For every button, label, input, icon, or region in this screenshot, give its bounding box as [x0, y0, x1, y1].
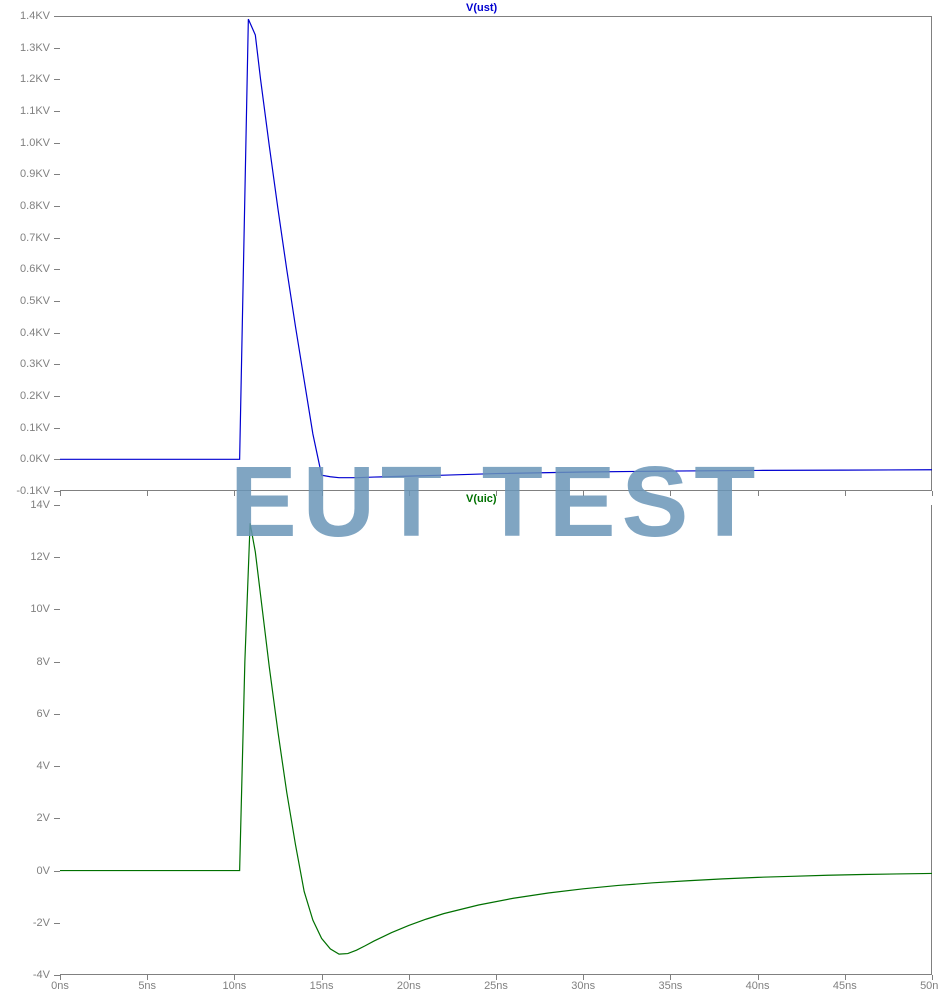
x-tick-label: 10ns [214, 980, 254, 992]
x-tick [147, 491, 148, 496]
y-tick-label: 0.6KV [0, 263, 50, 275]
y-tick [54, 459, 60, 460]
x-tick-label: 35ns [650, 980, 690, 992]
x-tick [496, 975, 497, 980]
x-tick [758, 975, 759, 980]
y-tick [54, 428, 60, 429]
y-tick [54, 557, 60, 558]
y-tick-label: 0.3KV [0, 358, 50, 370]
y-tick [54, 871, 60, 872]
y-tick-label: 12V [0, 551, 50, 563]
y-tick-label: 0V [0, 865, 50, 877]
y-tick-label: 0.0KV [0, 453, 50, 465]
x-tick [845, 491, 846, 496]
y-tick [54, 396, 60, 397]
x-tick-label: 45ns [825, 980, 865, 992]
y-tick [54, 505, 60, 506]
x-tick [670, 491, 671, 496]
x-tick-label: 5ns [127, 980, 167, 992]
y-tick-label: -2V [0, 917, 50, 929]
x-tick [670, 975, 671, 980]
x-tick [758, 491, 759, 496]
y-tick-label: 1.4KV [0, 10, 50, 22]
x-tick-label: 15ns [302, 980, 342, 992]
y-tick [54, 301, 60, 302]
y-tick [54, 206, 60, 207]
y-tick [54, 238, 60, 239]
x-tick [845, 975, 846, 980]
x-tick [583, 491, 584, 496]
x-tick-label: 30ns [563, 980, 603, 992]
y-tick-label: 14V [0, 499, 50, 511]
x-tick [932, 975, 933, 980]
x-tick-label: 40ns [738, 980, 778, 992]
x-tick [583, 975, 584, 980]
y-tick-label: 1.2KV [0, 73, 50, 85]
x-tick [496, 491, 497, 496]
y-tick-label: 4V [0, 760, 50, 772]
y-tick [54, 79, 60, 80]
y-tick [54, 111, 60, 112]
y-tick-label: 0.1KV [0, 422, 50, 434]
y-tick-label: 1.0KV [0, 137, 50, 149]
x-tick-label: 0ns [40, 980, 80, 992]
y-tick [54, 16, 60, 17]
y-tick [54, 333, 60, 334]
x-tick-label: 25ns [476, 980, 516, 992]
x-tick [322, 975, 323, 980]
x-tick [234, 975, 235, 980]
y-tick [54, 174, 60, 175]
x-tick [409, 491, 410, 496]
x-tick [322, 491, 323, 496]
y-tick-label: 0.2KV [0, 390, 50, 402]
x-tick [60, 491, 61, 496]
y-tick-label: 1.1KV [0, 105, 50, 117]
y-tick-label: 0.9KV [0, 168, 50, 180]
y-tick [54, 662, 60, 663]
x-tick-label: 50ns [912, 980, 938, 992]
y-tick [54, 143, 60, 144]
y-tick [54, 818, 60, 819]
y-tick-label: 2V [0, 812, 50, 824]
y-tick-label: 0.8KV [0, 200, 50, 212]
y-tick-label: 0.4KV [0, 327, 50, 339]
y-tick [54, 766, 60, 767]
y-tick [54, 48, 60, 49]
x-tick-label: 20ns [389, 980, 429, 992]
bottom-chart-svg [0, 0, 938, 996]
y-tick [54, 609, 60, 610]
y-tick-label: 8V [0, 656, 50, 668]
y-tick-label: 1.3KV [0, 42, 50, 54]
trace-line [60, 523, 932, 954]
y-tick [54, 364, 60, 365]
x-tick [409, 975, 410, 980]
x-tick [147, 975, 148, 980]
y-tick-label: 0.7KV [0, 232, 50, 244]
y-tick-label: 10V [0, 603, 50, 615]
y-tick [54, 714, 60, 715]
y-tick-label: 6V [0, 708, 50, 720]
y-tick [54, 269, 60, 270]
y-tick-label: -0.1KV [0, 485, 50, 497]
y-tick [54, 923, 60, 924]
x-tick [60, 975, 61, 980]
y-tick-label: 0.5KV [0, 295, 50, 307]
x-tick [234, 491, 235, 496]
x-tick [932, 491, 933, 496]
